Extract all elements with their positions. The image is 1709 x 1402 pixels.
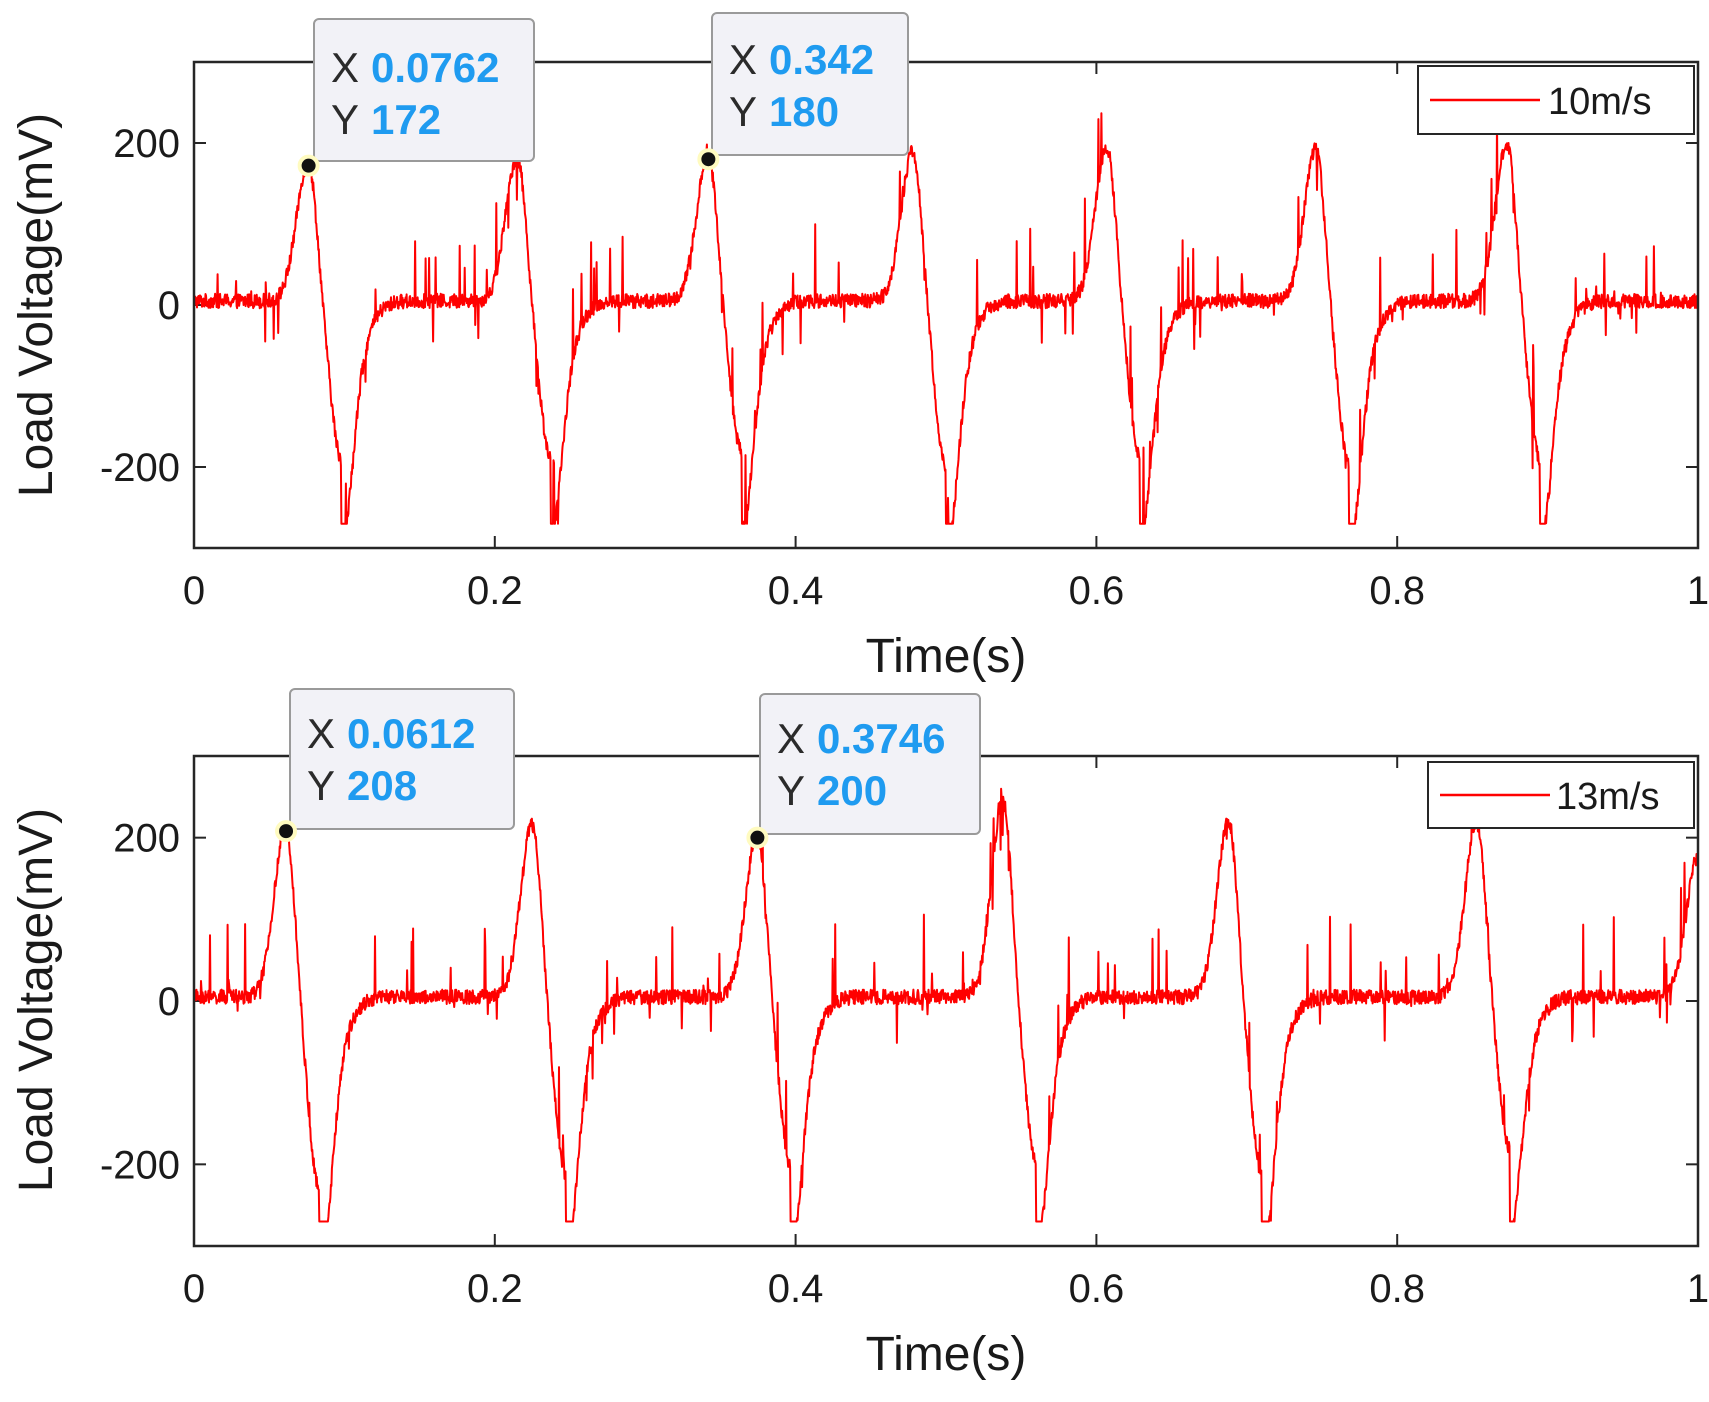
- panel-2: -200 0 200 0 0.2 0.4 0.6 0.8 1 Time(s) L…: [10, 688, 1709, 1381]
- x-tick-label: 0.2: [467, 569, 523, 613]
- x-tick-labels: 0 0.2 0.4 0.6 0.8 1: [183, 569, 1709, 613]
- y-tick-label: 200: [113, 817, 180, 861]
- datatip-y-row: Y 172: [331, 96, 441, 143]
- x-tick-label: 0: [183, 569, 205, 613]
- y-tick-label: -200: [100, 446, 180, 490]
- legend: 13m/s: [1427, 761, 1695, 829]
- datatip-box: [313, 18, 535, 162]
- datatip-marker[interactable]: [275, 820, 298, 843]
- x-tick-label: 0.6: [1069, 569, 1125, 613]
- datatip[interactable]: X 0.3746 Y 200: [746, 693, 981, 849]
- y-axis-title: Load Voltage(mV): [10, 808, 63, 1192]
- datatip[interactable]: X 0.0762 Y 172: [297, 18, 535, 177]
- datatip-marker[interactable]: [297, 154, 320, 177]
- x-tick-label: 0: [183, 1267, 205, 1311]
- y-axis-title: Load Voltage(mV): [10, 113, 63, 497]
- y-tick-label: 0: [158, 284, 180, 328]
- datatip-x-row: X 0.0762: [331, 44, 499, 91]
- x-tick-labels: 0 0.2 0.4 0.6 0.8 1: [183, 1267, 1709, 1311]
- y-tick-label: 200: [113, 122, 180, 166]
- x-tick-label: 0.4: [768, 1267, 824, 1311]
- y-tick-label: 0: [158, 980, 180, 1024]
- y-tick-labels: -200 0 200: [100, 817, 180, 1188]
- datatip-x-row: X 0.0612: [307, 710, 475, 757]
- datatip-x-row: X 0.342: [729, 36, 874, 83]
- datatip-box: [759, 693, 981, 835]
- x-tick-label: 1: [1687, 569, 1709, 613]
- signal-trace: [194, 787, 1698, 1223]
- plot-frame: [192, 60, 1700, 550]
- panel-1: -200 0 200 0 0.2 0.4 0.6 0.8 1 Time(s) L…: [10, 12, 1709, 683]
- y-tick-label: -200: [100, 1143, 180, 1187]
- y-tick-labels: -200 0 200: [100, 122, 180, 490]
- x-axis-title: Time(s): [866, 1328, 1027, 1381]
- legend-label: 10m/s: [1548, 81, 1651, 123]
- legend-label: 13m/s: [1556, 776, 1659, 818]
- datatip-box: [711, 12, 909, 156]
- datatip-y-row: Y 180: [729, 88, 839, 135]
- x-tick-label: 0.4: [768, 569, 824, 613]
- trace-group: [194, 112, 1698, 525]
- datatip-box: [289, 688, 515, 830]
- datatip-marker[interactable]: [746, 826, 769, 849]
- x-tick-label: 0.2: [467, 1267, 523, 1311]
- x-tick-label: 0.8: [1369, 1267, 1425, 1311]
- datatip-x-row: X 0.3746: [777, 715, 945, 762]
- x-tick-label: 1: [1687, 1267, 1709, 1311]
- x-axis-title: Time(s): [866, 630, 1027, 683]
- trace-group: [194, 787, 1698, 1223]
- datatip-marker[interactable]: [697, 148, 720, 171]
- datatip-y-row: Y 200: [777, 767, 887, 814]
- datatip-y-row: Y 208: [307, 762, 417, 809]
- x-tick-label: 0.6: [1069, 1267, 1125, 1311]
- signal-trace: [194, 112, 1698, 525]
- x-tick-label: 0.8: [1369, 569, 1425, 613]
- datatip[interactable]: X 0.0612 Y 208: [275, 688, 515, 843]
- legend: 10m/s: [1417, 65, 1695, 135]
- datatip[interactable]: X 0.342 Y 180: [697, 12, 909, 171]
